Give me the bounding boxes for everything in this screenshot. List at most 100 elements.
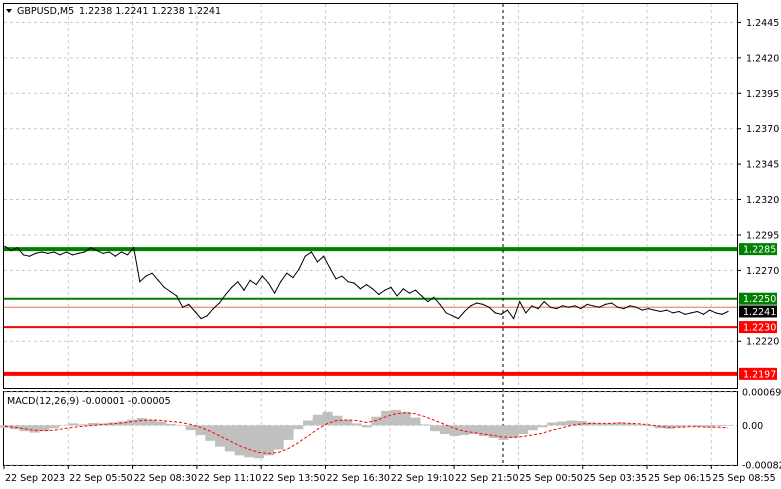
price-point [702, 313, 705, 315]
y-tick-label: 1.2370 [746, 124, 779, 135]
price-point [629, 305, 631, 307]
x-tick-label: 25 Sep 08:55 [712, 473, 775, 484]
price-point [335, 278, 337, 280]
x-tick-label: 25 Sep 03:35 [584, 473, 647, 484]
macd-bar [517, 425, 529, 435]
macd-bar [684, 425, 695, 427]
price-point [451, 315, 453, 317]
macd-bar [635, 424, 646, 426]
price-point [249, 279, 251, 281]
price-point [243, 289, 245, 291]
price-point [666, 309, 668, 311]
y-tick-label: 1.2295 [746, 230, 779, 241]
price-point [512, 317, 515, 320]
macd-bar [39, 425, 50, 432]
ohlc-values: 1.2238 1.2241 1.2238 1.2241 [79, 6, 221, 17]
macd-bar [449, 425, 460, 436]
price-point [341, 275, 343, 277]
price-point [421, 295, 423, 297]
price-point [568, 306, 570, 308]
price-point [641, 309, 643, 311]
price-point [482, 303, 484, 305]
macd-bar [537, 425, 548, 428]
level-label-box [739, 243, 777, 256]
price-point [598, 306, 600, 308]
price-point [372, 288, 374, 290]
macd-bar [420, 424, 431, 426]
price-point [623, 308, 625, 310]
macd-bar [459, 425, 470, 436]
price-point [359, 288, 361, 290]
price-point [41, 251, 43, 253]
price-point [237, 281, 239, 283]
macd-bar [156, 421, 167, 426]
macd-bar [430, 425, 441, 432]
macd-bar [244, 425, 255, 458]
price-point [470, 305, 472, 307]
price-series-line [4, 245, 729, 320]
macd-bar [166, 423, 177, 426]
price-point [4, 245, 6, 247]
level-label-text: 1.2250 [743, 294, 776, 305]
price-point [635, 306, 637, 308]
price-point [139, 281, 141, 283]
price-point [696, 310, 698, 313]
price-point [500, 313, 502, 315]
macd-bar [713, 425, 724, 427]
price-point [120, 251, 123, 253]
y-tick-label: 1.2320 [746, 195, 779, 206]
price-point [108, 251, 110, 253]
macd-bar [547, 422, 558, 426]
macd-bar [508, 425, 519, 438]
symbol-label: GBPUSD,M5 [17, 6, 74, 17]
price-point [255, 283, 257, 286]
price-point [506, 309, 509, 311]
price-point [494, 312, 496, 314]
price-point [365, 283, 368, 286]
macd-bar [703, 425, 714, 428]
macd-bar [215, 425, 226, 447]
macd-bar [566, 420, 577, 426]
price-point [531, 305, 533, 307]
y-tick-label: 1.2445 [746, 18, 779, 29]
price-point [323, 255, 325, 257]
macd-bar [9, 425, 20, 430]
price-point [537, 308, 539, 310]
macd-bar [273, 425, 284, 450]
main-pane-frame [3, 3, 738, 389]
x-tick-label: 22 Sep 21:50 [455, 473, 518, 484]
price-point [194, 310, 196, 313]
macd-bar [586, 422, 597, 426]
triangle-down-icon[interactable] [6, 9, 12, 13]
macd-pane-frame [3, 391, 738, 466]
macd-bar [48, 425, 60, 429]
macd-bar [322, 411, 333, 426]
price-point [261, 275, 263, 277]
macd-tick-label: -0.00082 [742, 461, 781, 472]
y-tick-label: 1.2420 [746, 53, 779, 64]
price-point [224, 293, 227, 296]
macd-bar [224, 425, 235, 452]
macd-bar [596, 423, 607, 426]
x-tick-label: 22 Sep 05:50 [69, 473, 132, 484]
price-point [721, 313, 723, 315]
macd-bar [557, 421, 568, 426]
price-point [715, 312, 717, 314]
price-point [35, 252, 37, 254]
macd-bar [107, 422, 118, 426]
macd-bar [371, 416, 382, 426]
price-point [488, 306, 490, 308]
macd-bar [674, 425, 685, 428]
y-tick-label: 1.2220 [746, 337, 779, 348]
y-tick-label: 1.2395 [746, 89, 779, 100]
price-point [206, 315, 208, 317]
macd-bar [195, 425, 206, 436]
price-point [267, 282, 270, 284]
macd-bar [146, 419, 157, 426]
price-point [188, 303, 190, 305]
price-point [175, 295, 178, 297]
macd-bar [97, 423, 108, 426]
macd-tick-label: 0.00 [742, 421, 763, 432]
macd-bar [576, 421, 587, 426]
